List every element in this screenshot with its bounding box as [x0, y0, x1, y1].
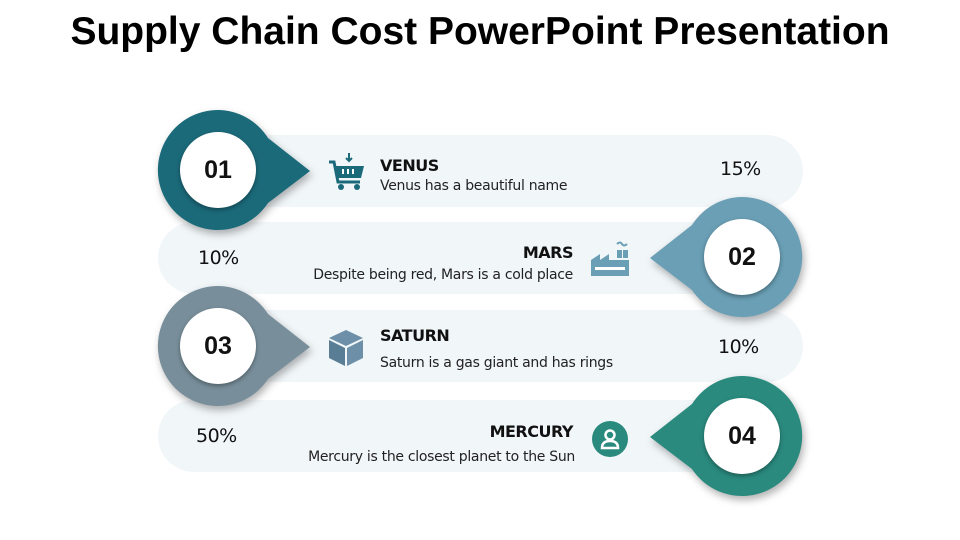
- item-percent: 15%: [720, 158, 761, 180]
- number-label: 04: [704, 398, 780, 474]
- number-badge-2: 02: [650, 196, 803, 317]
- user-icon: [592, 421, 628, 457]
- factory-icon: [591, 241, 629, 276]
- shopping-cart-icon: [329, 153, 364, 190]
- number-badge-3: 03: [157, 285, 310, 406]
- number-badge-4: 04: [650, 375, 803, 496]
- item-description: Despite being red, Mars is a cold place: [313, 267, 573, 283]
- item-heading: MARS: [522, 243, 574, 262]
- item-heading: SATURN: [380, 326, 450, 345]
- number-label: 01: [180, 132, 256, 208]
- box-icon: [329, 330, 363, 366]
- item-percent: 50%: [196, 425, 237, 447]
- item-heading: MERCURY: [489, 422, 574, 441]
- item-heading: VENUS: [380, 156, 439, 175]
- slide-title: Supply Chain Cost PowerPoint Presentatio…: [70, 10, 890, 53]
- number-label: 03: [180, 308, 256, 384]
- item-description: Venus has a beautiful name: [380, 178, 568, 194]
- number-label: 02: [704, 219, 780, 295]
- item-description: Saturn is a gas giant and has rings: [380, 355, 613, 371]
- item-description: Mercury is the closest planet to the Sun: [308, 449, 575, 465]
- number-badge-1: 01: [157, 109, 310, 230]
- item-percent: 10%: [198, 247, 239, 269]
- item-percent: 10%: [718, 336, 759, 358]
